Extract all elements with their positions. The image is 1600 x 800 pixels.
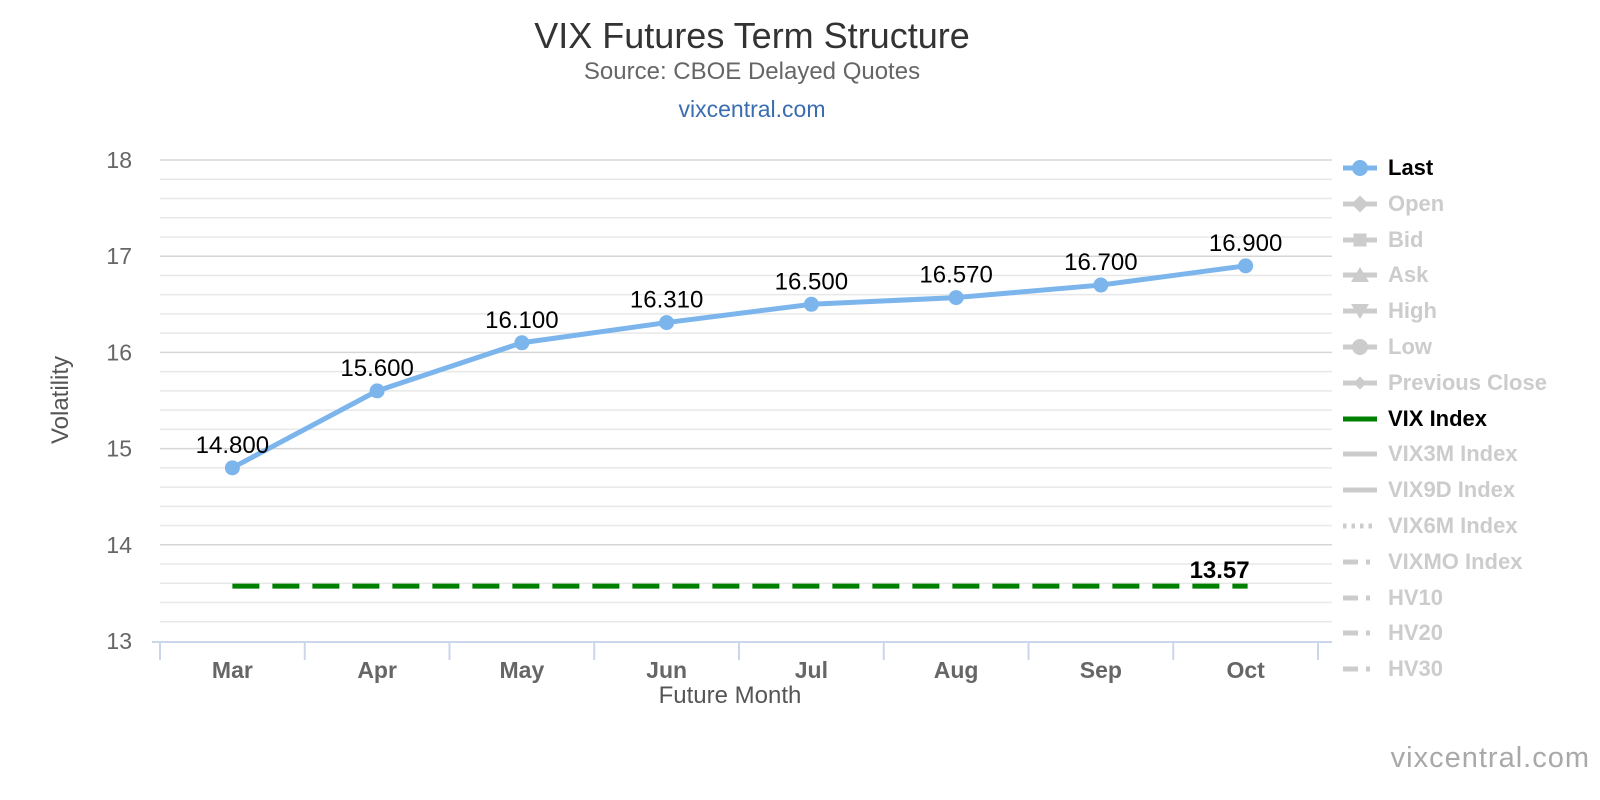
legend-marker-line-diamond-icon <box>1343 195 1377 213</box>
legend-marker-dashdot-line-icon <box>1343 559 1377 565</box>
last-series-point <box>659 315 675 331</box>
y-axis-title: Volatility <box>47 356 74 444</box>
legend-marker-line-triangle-down-icon <box>1343 304 1377 320</box>
legend-label: Low <box>1388 334 1432 359</box>
legend-label: VIX Index <box>1388 405 1488 431</box>
legend-label: VIX9D Index <box>1388 477 1516 503</box>
last-series-point <box>514 335 530 351</box>
legend-item-hv10[interactable]: HV10 <box>1343 584 1443 612</box>
last-series-data-label: 16.500 <box>775 268 848 295</box>
y-tick-label: 13 <box>106 628 132 654</box>
legend-marker-dotted-line-icon <box>1343 523 1377 529</box>
legend-label: Last <box>1388 155 1434 180</box>
legend-item-vix6m-index[interactable]: VIX6M Index <box>1343 512 1518 540</box>
legend-item-vix9d-index[interactable]: VIX9D Index <box>1343 476 1515 504</box>
legend-label: Open <box>1388 190 1445 216</box>
x-tick-label: Sep <box>1080 657 1122 683</box>
legend-marker-line-icon <box>1343 451 1377 457</box>
legend-marker-line-diamond-small-icon <box>1343 376 1377 390</box>
y-tick-label: 17 <box>106 243 132 269</box>
vix-index-data-label: 13.57 <box>1190 557 1250 584</box>
y-tick-label: 16 <box>106 339 132 365</box>
last-series-data-label: 16.700 <box>1064 249 1137 276</box>
last-series-point <box>1238 258 1254 274</box>
legend-label: High <box>1388 298 1437 324</box>
x-tick-label: Oct <box>1226 657 1265 683</box>
legend-label: VIX3M Index <box>1388 441 1518 467</box>
last-series-data-label: 16.100 <box>485 307 558 334</box>
legend-marker-line-circle-icon <box>1343 160 1377 176</box>
last-series-data-label: 16.900 <box>1209 230 1282 257</box>
legend-item-ask[interactable]: Ask <box>1343 261 1428 289</box>
legend-marker-line-icon <box>1343 487 1377 493</box>
x-tick-label: Jun <box>646 657 687 683</box>
legend-marker-line-triangle-up-icon <box>1343 267 1377 283</box>
legend-marker-dashdot-line-icon <box>1343 630 1377 636</box>
legend-item-vixmo-index[interactable]: VIXMO Index <box>1343 548 1522 576</box>
legend-item-bid[interactable]: Bid <box>1343 226 1423 254</box>
legend-item-vix3m-index[interactable]: VIX3M Index <box>1343 440 1518 468</box>
legend-marker-dashdot-line-icon <box>1343 666 1377 672</box>
last-series-point <box>369 383 385 399</box>
legend-label: Bid <box>1388 226 1424 252</box>
x-axis-title: Future Month <box>659 682 802 709</box>
chart-title: VIX Futures Term Structure <box>534 15 970 56</box>
y-tick-label: 14 <box>106 532 132 558</box>
x-tick-label: Jul <box>795 657 828 683</box>
legend-item-vix-index[interactable]: VIX Index <box>1343 405 1487 433</box>
y-tick-label: 15 <box>106 436 132 462</box>
legend-item-low[interactable]: Low <box>1343 333 1432 361</box>
legend-label: Ask <box>1388 262 1429 288</box>
last-series-point <box>803 296 819 312</box>
legend-item-hv20[interactable]: HV20 <box>1343 619 1443 647</box>
legend-label: Previous Close <box>1388 369 1547 395</box>
legend-item-open[interactable]: Open <box>1343 190 1444 218</box>
y-tick-label: 18 <box>106 147 132 173</box>
x-tick-label: Aug <box>934 657 979 683</box>
legend-marker-line-icon <box>1343 416 1377 422</box>
chart-subtitle: Source: CBOE Delayed Quotes <box>583 58 921 85</box>
watermark-vixcentral: vixcentral.com <box>1390 742 1590 774</box>
legend-label: VIXMO Index <box>1388 548 1523 574</box>
legend-marker-line-square-icon <box>1343 233 1377 247</box>
legend-item-hv30[interactable]: HV30 <box>1343 655 1443 683</box>
last-series-data-label: 14.800 <box>196 432 269 459</box>
legend-marker-line-circle-icon <box>1343 339 1377 355</box>
last-series-point <box>948 290 964 306</box>
legend-label: HV20 <box>1388 620 1444 646</box>
legend-item-high[interactable]: High <box>1343 297 1437 325</box>
legend-label: VIX6M Index <box>1388 513 1518 538</box>
last-series-point <box>224 460 240 476</box>
last-series-data-label: 16.310 <box>630 287 703 314</box>
last-series-point <box>1093 277 1109 293</box>
legend-item-previous-close[interactable]: Previous Close <box>1343 369 1547 397</box>
vixcentral-link[interactable]: vixcentral.com <box>678 96 826 122</box>
legend-label: HV30 <box>1388 656 1444 682</box>
x-tick-label: Apr <box>357 657 397 683</box>
last-series-line <box>229 263 1249 471</box>
last-series-data-label: 15.600 <box>340 355 413 382</box>
legend-item-last[interactable]: Last <box>1343 154 1433 182</box>
x-tick-label: Mar <box>212 657 253 683</box>
legend-label: HV10 <box>1388 584 1444 610</box>
x-tick-label: May <box>500 657 545 683</box>
legend-marker-dashdot-line-icon <box>1343 595 1377 601</box>
last-series-data-label: 16.570 <box>919 262 992 289</box>
